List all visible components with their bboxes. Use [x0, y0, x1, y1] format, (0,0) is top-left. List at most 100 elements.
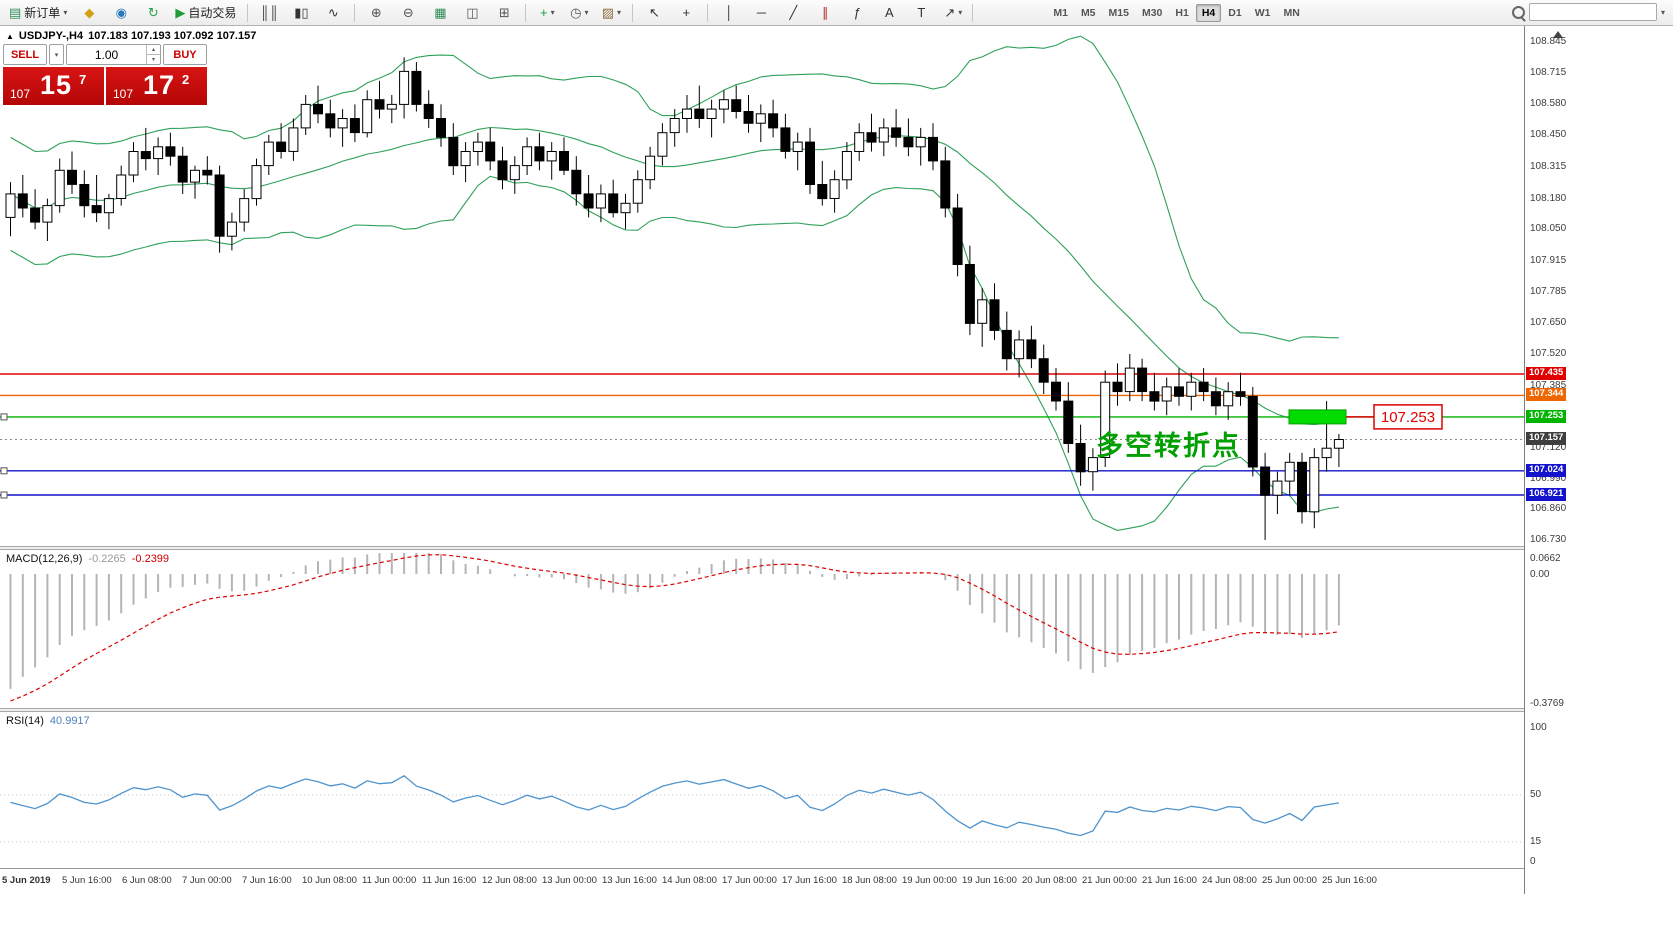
price-badge: 107.157 [1526, 432, 1567, 446]
toolbar-separator [972, 3, 974, 22]
price-tick: 50 [1530, 789, 1542, 800]
timeframe-m1[interactable]: M1 [1053, 6, 1068, 19]
autotrading-icon: ▶ [175, 5, 186, 20]
cascade-windows-button[interactable]: ⊞ [489, 2, 519, 24]
sell-button[interactable]: SELL [3, 44, 47, 65]
candlestick-chart: 107.253 多空转折点 [0, 35, 1524, 540]
timeframe-w1[interactable]: W1 [1254, 6, 1271, 19]
refresh-button[interactable]: ↻ [138, 2, 168, 24]
timeframe-m5[interactable]: M5 [1080, 6, 1096, 19]
toolbar-button-groups: ▤ 新订单 ▾ ◆ ◉ ↻ ▶ 自动交易 ║║ ▮▯ ∿ ⊕ ⊖ ▦ ◫ ⊞ + ▾ ◷ ▾ ▨ ▾ ↖ + │ ─ ╱ ∥ ƒ A T ↗ ▾ [4, 2, 968, 24]
bar-chart-button[interactable]: ║║ [254, 2, 284, 24]
charts-icon: ◆ [84, 5, 95, 20]
price-badge: 107.024 [1526, 463, 1567, 477]
timeframe-h1[interactable]: H1 [1175, 6, 1189, 19]
fibonacci-icon: ƒ [853, 5, 861, 20]
sell-price-box[interactable]: 107 15 7 [3, 67, 104, 105]
bb-middle [10, 126, 1339, 426]
horizontal-line-button[interactable]: ─ [746, 2, 776, 24]
trendline-icon: ╱ [789, 5, 798, 20]
timeframe-h4[interactable]: H4 [1195, 3, 1222, 22]
rsi-value: 40.9917 [49, 715, 90, 727]
tile-windows-button[interactable]: ◫ [457, 2, 487, 24]
macd-chart [9, 553, 1340, 702]
price-tick: 106.860 [1530, 503, 1567, 515]
label-button[interactable]: T [906, 2, 936, 24]
price-tick: -0.3769 [1530, 698, 1564, 709]
time-label: 19 Jun 00:00 [902, 875, 957, 886]
crosshair-button[interactable]: + [671, 2, 701, 24]
pivot-line-handle[interactable] [0, 413, 8, 421]
timeframe-d1[interactable]: D1 [1228, 6, 1242, 19]
price-callout-box[interactable] [1373, 404, 1443, 430]
price-tick: 108.315 [1530, 160, 1567, 172]
time-label: 25 Jun 16:00 [1322, 875, 1377, 886]
buy-price-box[interactable]: 107 17 2 [106, 67, 207, 105]
channel-button[interactable]: ∥ [810, 2, 840, 24]
panel-divider[interactable] [0, 708, 1673, 712]
toolbar-separator [247, 3, 249, 22]
market-watch-button[interactable]: ◉ [106, 2, 136, 24]
price-tick: 0 [1530, 856, 1536, 867]
zoom-in-button[interactable]: ⊕ [361, 2, 391, 24]
buy-price-pips: 17 [143, 70, 176, 100]
sell-options-caret-icon[interactable]: ▾ [49, 44, 64, 65]
timeframe-m15[interactable]: M15 [1108, 6, 1129, 19]
caret-down-icon[interactable]: ▾ [1660, 7, 1665, 17]
zoom-out-button[interactable]: ⊖ [393, 2, 423, 24]
price-badge: 107.435 [1526, 366, 1567, 380]
charts-button[interactable]: ◆ [74, 2, 104, 24]
new-order-button-label: 新订单 [24, 6, 61, 20]
price-tick: 106.730 [1530, 533, 1567, 545]
timeframe-mn[interactable]: MN [1283, 6, 1300, 19]
new-order-button[interactable]: ▤ 新订单 ▾ [4, 2, 72, 24]
panel-divider[interactable] [0, 546, 1673, 550]
market-watch-icon: ◉ [115, 5, 127, 20]
label-icon: T [917, 5, 926, 20]
price-tick: 108.580 [1530, 98, 1567, 110]
caret-down-icon: ▾ [63, 8, 68, 17]
fibonacci-button[interactable]: ƒ [842, 2, 872, 24]
symbol-ohlc: 107.183 107.193 107.092 107.157 [88, 30, 257, 42]
search-icon [1511, 5, 1525, 19]
new-order-icon: ▤ [9, 5, 22, 20]
search-input[interactable] [1528, 3, 1657, 21]
main-chart-panel: 107.253 多空转折点 ▲ USDJPY-,H4 107.183 107.19… [0, 26, 1524, 546]
buy-button[interactable]: BUY [163, 44, 207, 65]
templates-icon: ▨ [601, 5, 614, 20]
timeframe-m30[interactable]: M30 [1141, 6, 1163, 19]
text-button[interactable]: A [874, 2, 904, 24]
support-line-2-handle[interactable] [0, 491, 8, 499]
vertical-line-button[interactable]: │ [714, 2, 744, 24]
arrows-icon: ↗ [944, 5, 956, 20]
support-line-1-handle[interactable] [0, 467, 8, 475]
indicators-button[interactable]: + ▾ [532, 2, 562, 24]
volume-input[interactable] [67, 45, 146, 64]
indicators-icon: + [540, 5, 548, 20]
autotrading-button[interactable]: ▶ 自动交易 [170, 2, 241, 24]
crosshair-icon: + [682, 5, 691, 20]
highlight-rectangle[interactable] [1288, 409, 1347, 425]
price-tick: 108.050 [1530, 223, 1567, 235]
sell-price-base: 107 [10, 87, 31, 101]
arrows-button[interactable]: ↗ ▾ [938, 2, 968, 24]
price-tick: 108.180 [1530, 192, 1567, 204]
spin-up-icon[interactable]: ▴ [147, 45, 160, 55]
caret-down-icon: ▾ [958, 8, 963, 17]
periods-button[interactable]: ◷ ▾ [564, 2, 594, 24]
trendline-button[interactable]: ╱ [778, 2, 808, 24]
grid-button[interactable]: ▦ [425, 2, 455, 24]
macd-signal-line [10, 554, 1339, 702]
annotation-text[interactable]: 多空转折点 [1096, 430, 1241, 461]
cursor-button[interactable]: ↖ [639, 2, 669, 24]
time-label: 24 Jun 08:00 [1202, 875, 1257, 886]
candlestick-button[interactable]: ▮▯ [286, 2, 316, 24]
periods-icon: ◷ [570, 5, 582, 20]
templates-button[interactable]: ▨ ▾ [596, 2, 626, 24]
spin-down-icon[interactable]: ▾ [151, 57, 155, 63]
line-chart-button[interactable]: ∿ [318, 2, 348, 24]
channel-icon: ∥ [822, 5, 829, 20]
price-axis[interactable]: 108.845 108.715 108.580 108.450 108.315 108.1… [1524, 26, 1673, 894]
rsi-line [10, 775, 1340, 837]
caret-down-icon: ▾ [584, 8, 589, 17]
